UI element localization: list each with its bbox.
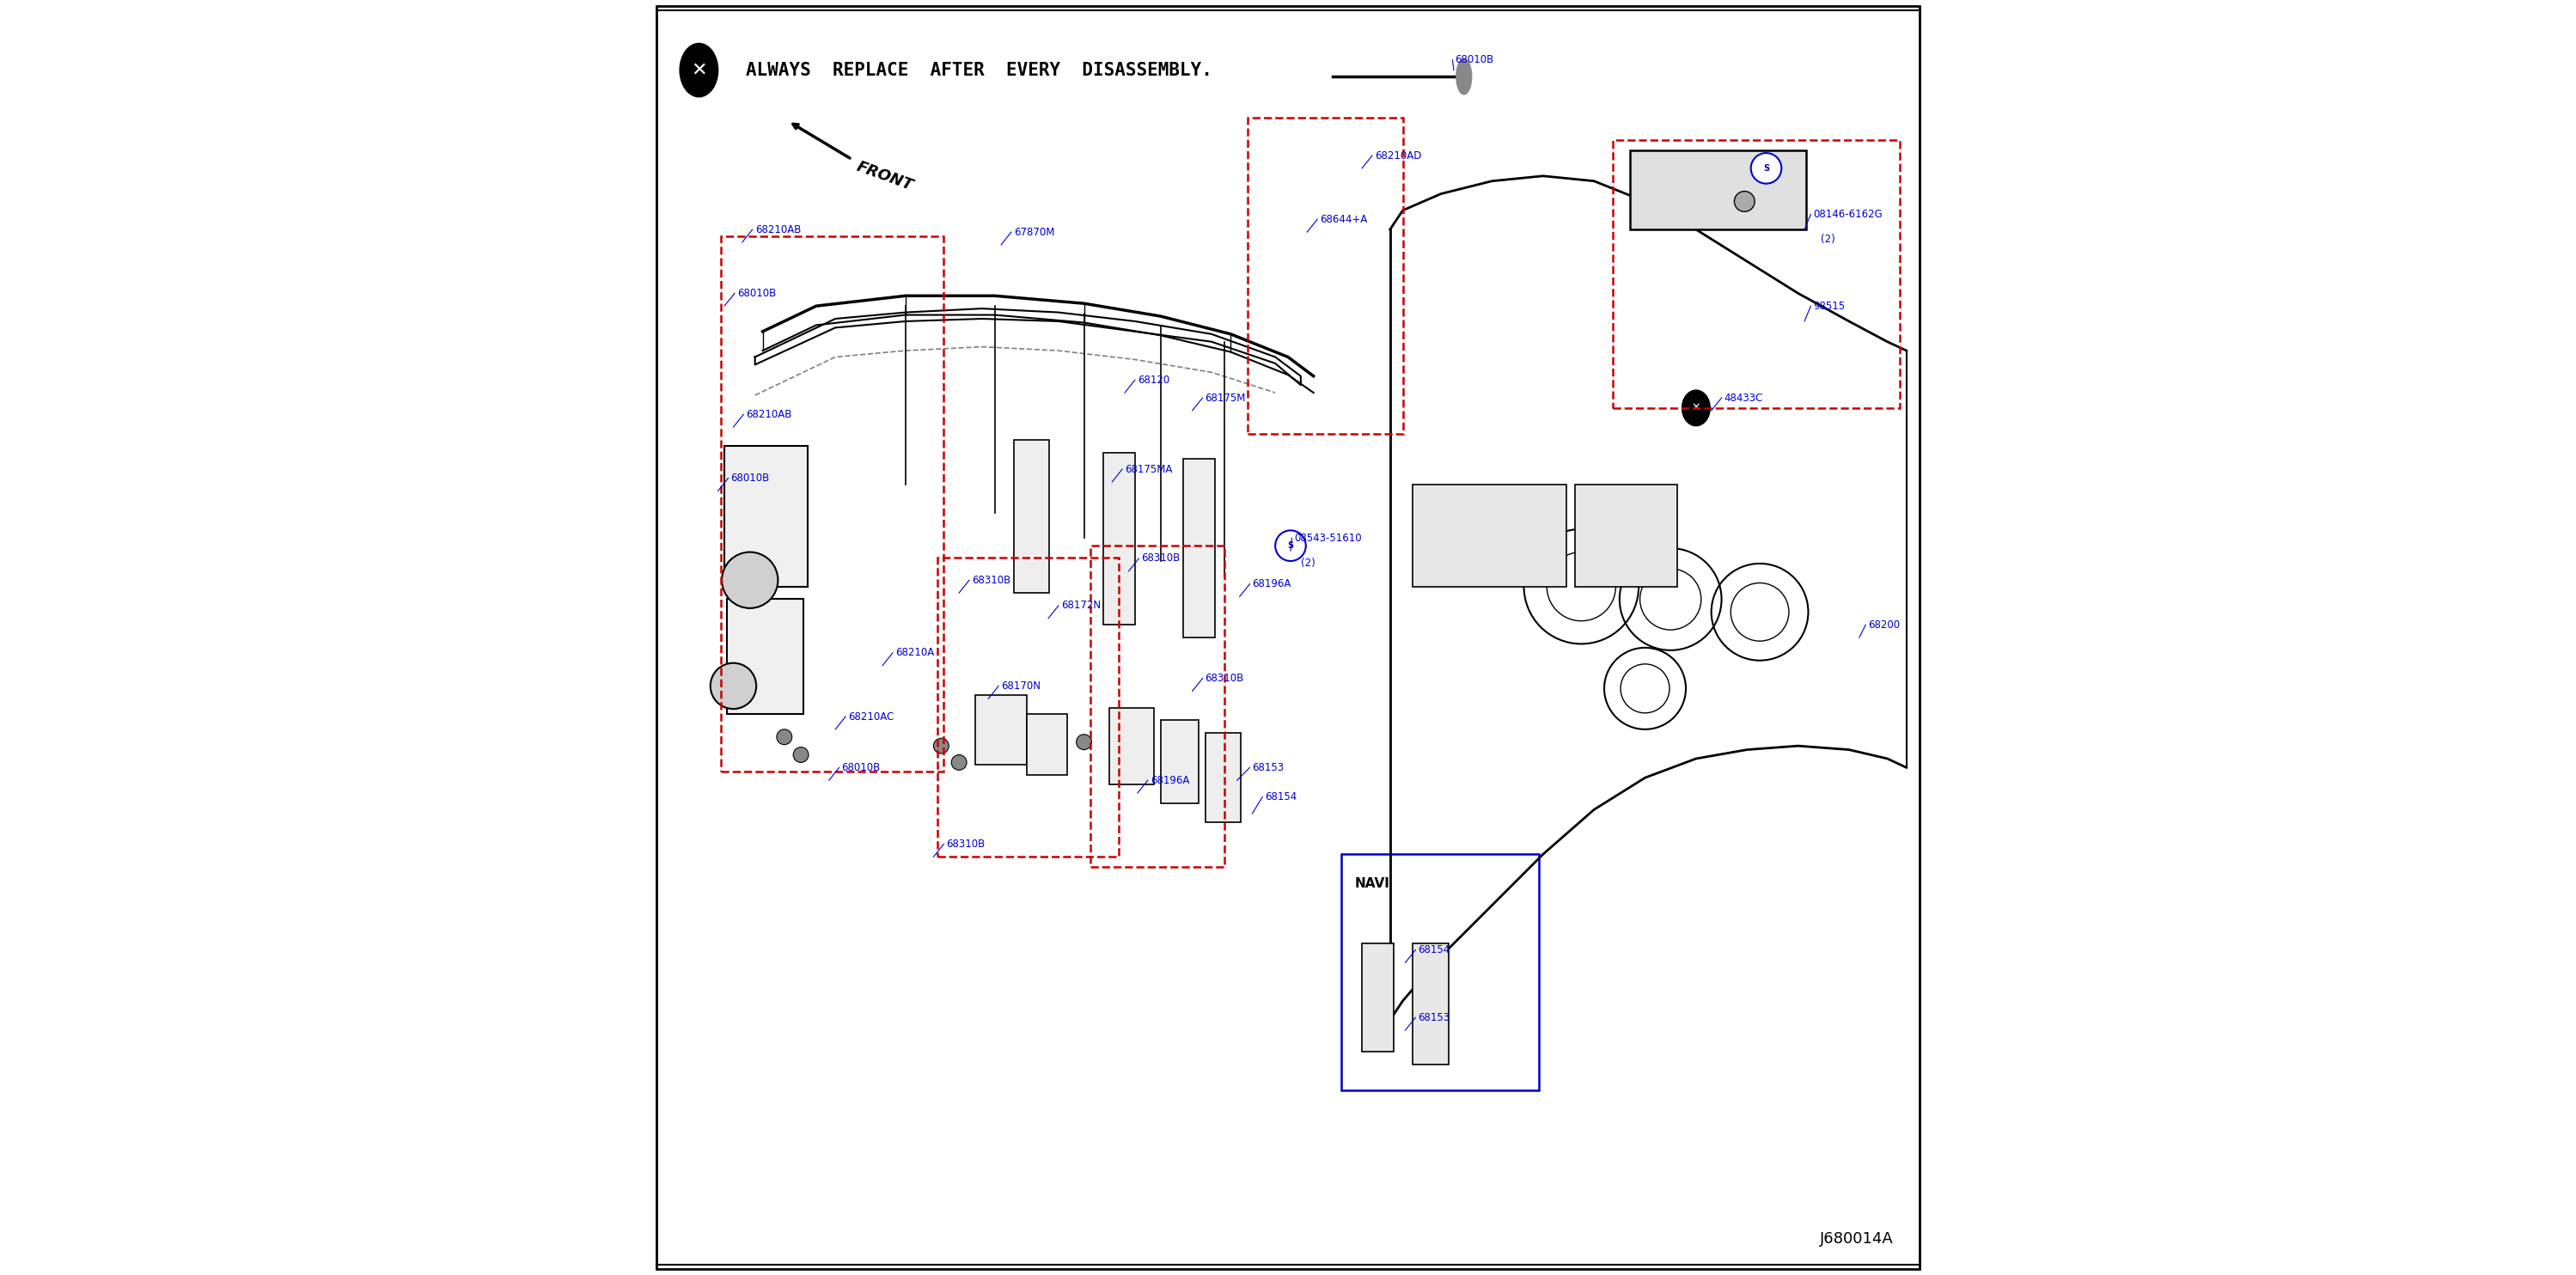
Text: 68154: 68154 [1265,792,1298,802]
Bar [1342,854,1540,1090]
Circle shape [711,663,757,709]
Bar [1028,714,1066,775]
Ellipse shape [1682,390,1710,426]
Bar [1103,453,1136,625]
Text: 68310B: 68310B [971,575,1010,585]
Circle shape [951,755,966,770]
Circle shape [793,747,809,762]
Bar [1206,733,1242,822]
Text: ✕: ✕ [1692,403,1700,413]
Text: (2): (2) [1821,235,1834,245]
Text: 68196A: 68196A [1252,579,1291,589]
Text: 08146-6162G: 08146-6162G [1814,209,1883,219]
Bar [1247,117,1404,434]
Bar [976,695,1028,765]
Bar [1162,720,1198,803]
Bar [1110,708,1154,784]
Text: 68310B: 68310B [1141,553,1180,564]
Bar [1574,484,1677,586]
Ellipse shape [1455,59,1471,94]
Bar [721,236,943,771]
Bar [938,557,1118,857]
Text: 68010B: 68010B [1455,55,1494,65]
Bar [1090,546,1224,867]
Text: 68210A: 68210A [896,648,935,658]
Text: 68210AD: 68210AD [1376,150,1422,161]
Bar [1015,440,1048,593]
Text: 68210AC: 68210AC [848,711,894,722]
Circle shape [721,552,778,608]
Text: S: S [1288,542,1293,550]
Text: 68154: 68154 [1417,945,1450,955]
Text: 68310B: 68310B [945,839,984,849]
Text: 08543-51610: 08543-51610 [1293,533,1363,543]
Text: 68175M: 68175M [1206,393,1247,403]
Text: S: S [1762,164,1770,172]
Text: 68210AB: 68210AB [747,409,791,419]
Text: 68010B: 68010B [842,762,881,773]
Text: 68175MA: 68175MA [1126,464,1172,474]
Text: 68153: 68153 [1417,1012,1450,1023]
Bar [726,599,804,714]
Text: NAVI: NAVI [1355,877,1388,890]
Text: 68210AB: 68210AB [755,224,801,235]
Text: 68172N: 68172N [1061,601,1100,611]
Text: 68200: 68200 [1868,620,1901,630]
Bar [1613,140,1901,408]
Bar [1414,484,1566,586]
Text: 68010B: 68010B [737,288,775,298]
Circle shape [1752,153,1783,184]
Text: ✕: ✕ [690,61,706,79]
Text: 68010B: 68010B [732,473,770,483]
Circle shape [1734,191,1754,212]
Text: ALWAYS  REPLACE  AFTER  EVERY  DISASSEMBLY.: ALWAYS REPLACE AFTER EVERY DISASSEMBLY. [747,61,1213,79]
Bar [1182,459,1216,638]
Bar [1631,150,1806,230]
Bar [1414,944,1448,1065]
Ellipse shape [680,43,719,97]
Circle shape [933,738,948,754]
Text: 68153: 68153 [1252,762,1285,773]
Circle shape [1177,755,1193,770]
Circle shape [1275,530,1306,561]
Bar [1363,944,1394,1052]
Text: J680014A: J680014A [1821,1232,1893,1247]
Text: 68170N: 68170N [1002,681,1041,691]
Text: FRONT: FRONT [855,158,914,194]
Text: 68196A: 68196A [1151,775,1190,785]
Text: 67870M: 67870M [1015,227,1054,237]
Circle shape [1077,734,1092,750]
Text: (2): (2) [1301,558,1316,569]
Text: 48433C: 48433C [1723,393,1762,403]
Text: 68644+A: 68644+A [1319,214,1368,224]
Bar [724,446,806,587]
Circle shape [778,729,791,745]
Text: 68120: 68120 [1139,375,1170,385]
Text: 98515: 98515 [1814,301,1844,311]
Text: 68310B: 68310B [1206,673,1244,683]
